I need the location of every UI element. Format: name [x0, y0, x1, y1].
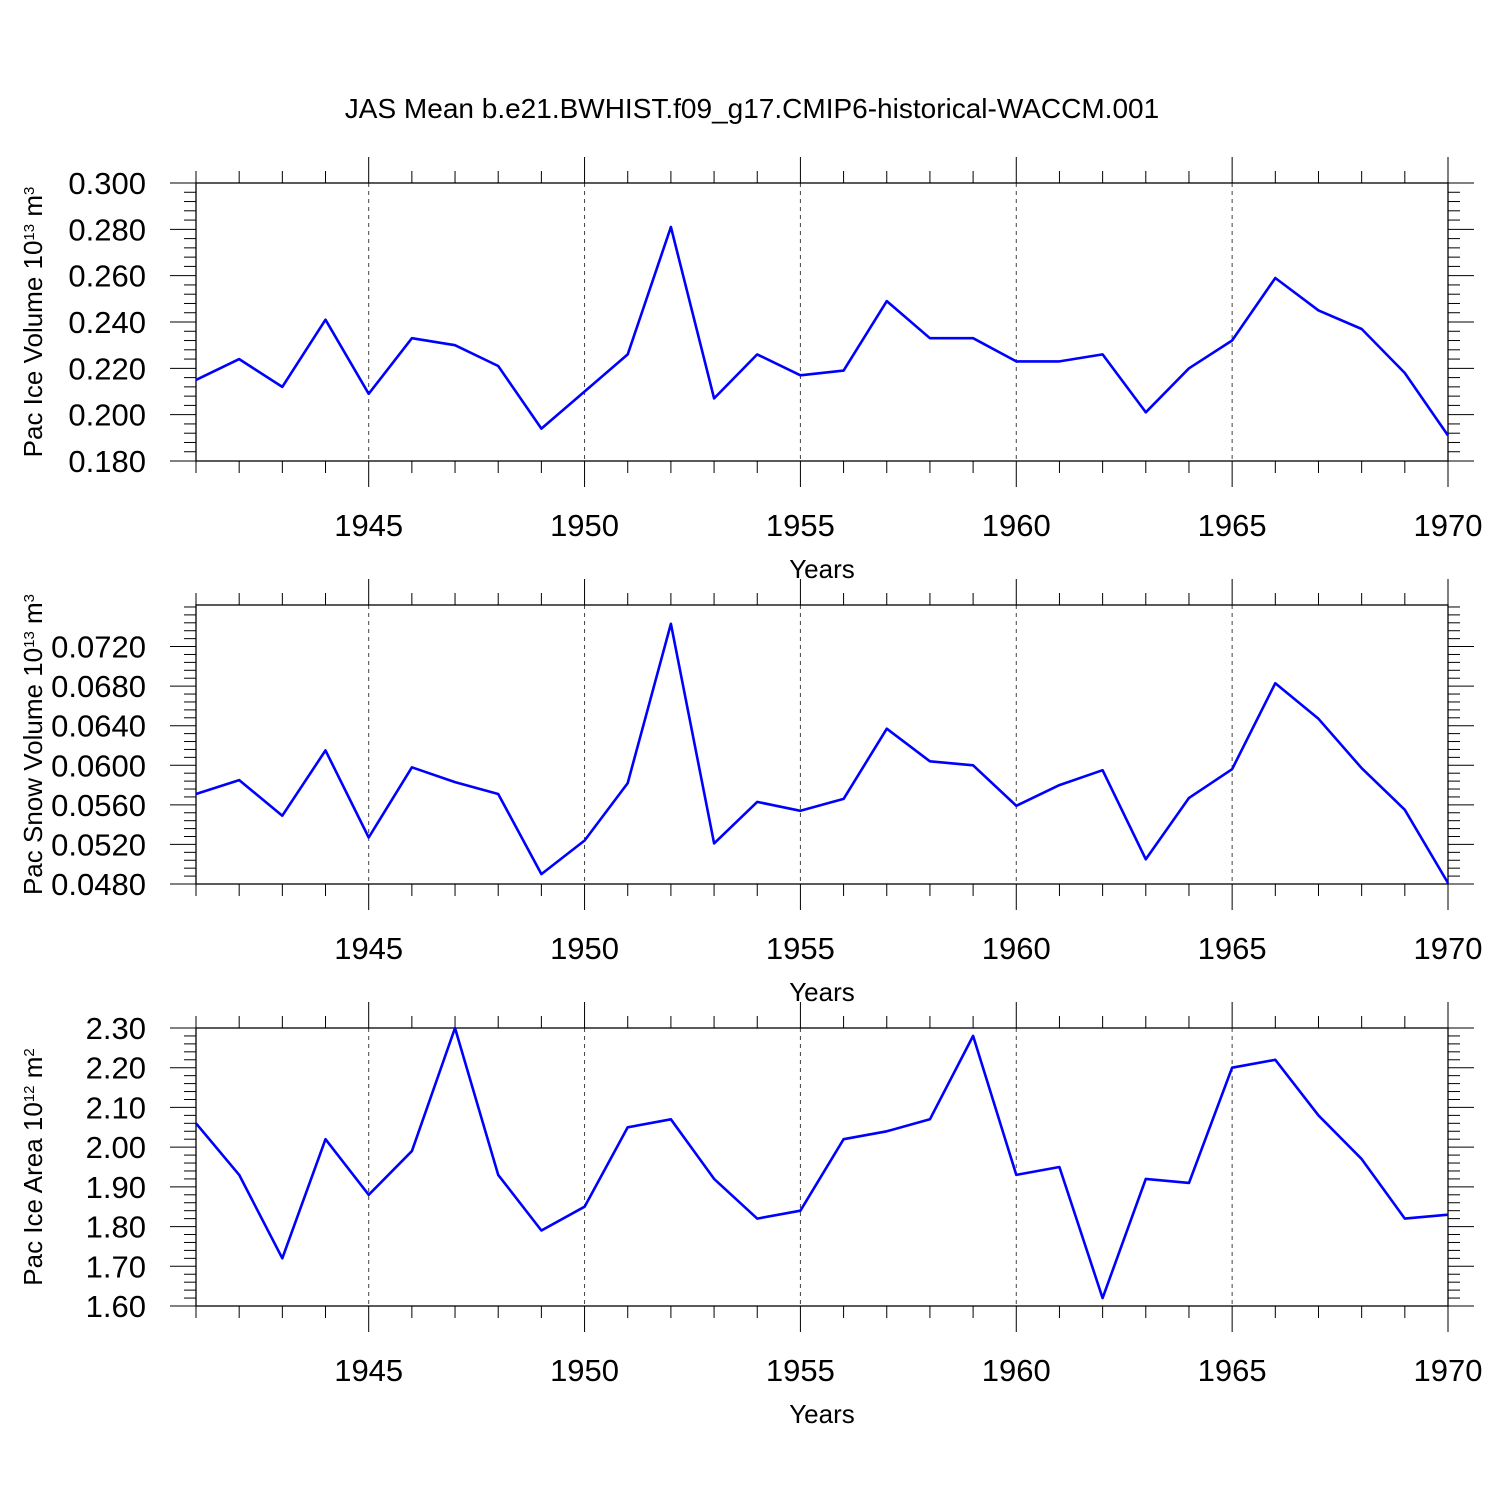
y-tick-label: 0.180 — [68, 444, 146, 479]
x-tick-label: 1955 — [766, 1353, 835, 1388]
x-axis-label: Years — [789, 1399, 855, 1429]
series-line — [195, 225, 1450, 437]
y-axis-label-superscript: 3 — [21, 594, 38, 602]
y-tick-label: 0.0520 — [51, 827, 146, 862]
y-tick-label: 1.90 — [86, 1170, 146, 1205]
x-tick-label: 1945 — [334, 1353, 403, 1388]
figure-title: JAS Mean b.e21.BWHIST.f09_g17.CMIP6-hist… — [345, 93, 1159, 124]
y-tick-label: 0.240 — [68, 305, 146, 340]
x-tick-label: 1955 — [766, 508, 835, 543]
plot-frame — [195, 1027, 1449, 1307]
y-axis-label-superscript: 13 — [21, 631, 38, 648]
y-tick-label: 0.0720 — [51, 630, 146, 665]
x-tick-label: 1945 — [334, 508, 403, 543]
y-tick-label: 0.0480 — [51, 867, 146, 902]
y-tick-label: 1.60 — [86, 1289, 146, 1324]
y-axis-label-superscript: 3 — [21, 187, 38, 195]
y-tick-label: 0.200 — [68, 398, 146, 433]
y-axis-label-superscript: 12 — [21, 1085, 38, 1102]
y-tick-label: 0.0640 — [51, 709, 146, 744]
plot-frame — [195, 604, 1449, 885]
plot-frame — [195, 182, 1449, 462]
y-axis-label-superscript: 2 — [21, 1048, 38, 1056]
y-axis-label-part: m — [18, 1057, 48, 1086]
x-tick-label: 1950 — [550, 1353, 619, 1388]
y-axis-label-part: m — [18, 195, 48, 224]
y-axis-label-superscript: 13 — [21, 224, 38, 241]
x-tick-label: 1950 — [550, 931, 619, 966]
y-tick-label: 0.280 — [68, 212, 146, 247]
y-tick-label: 0.300 — [68, 166, 146, 201]
x-tick-label: 1960 — [982, 931, 1051, 966]
y-tick-label: 0.0600 — [51, 748, 146, 783]
x-tick-label: 1955 — [766, 931, 835, 966]
y-tick-label: 2.00 — [86, 1130, 146, 1165]
x-tick-label: 1950 — [550, 508, 619, 543]
y-axis-label: Pac Ice Volume 1013 m3 — [18, 187, 48, 458]
chart-panel-3: 1.60 1.70 1.80 1.90 2.00 2.10 2.20 2.30 1945 1950… — [18, 1002, 1482, 1429]
x-tick-label: 1970 — [1414, 1353, 1483, 1388]
y-axis-label-part: Pac Ice Volume 10 — [18, 241, 48, 458]
x-tick-label: 1965 — [1198, 931, 1267, 966]
y-tick-label: 0.0560 — [51, 788, 146, 823]
x-tick-label: 1945 — [334, 931, 403, 966]
y-tick-label: 2.20 — [86, 1051, 146, 1086]
y-axis-label: Pac Ice Area 1012 m2 — [18, 1048, 48, 1285]
x-axis-label: Years — [789, 977, 855, 1007]
x-axis-label: Years — [789, 554, 855, 584]
y-axis-label-part: m — [18, 602, 48, 631]
y-tick-label: 2.10 — [86, 1090, 146, 1125]
y-tick-label: 1.70 — [86, 1249, 146, 1284]
y-axis-label: Pac Snow Volume 1013 m3 — [18, 594, 48, 895]
x-tick-label: 1970 — [1414, 931, 1483, 966]
y-tick-label: 0.0680 — [51, 669, 146, 704]
y-tick-label: 0.260 — [68, 259, 146, 294]
x-tick-label: 1965 — [1198, 1353, 1267, 1388]
x-tick-label: 1970 — [1414, 508, 1483, 543]
y-tick-label: 2.30 — [86, 1011, 146, 1046]
x-tick-label: 1960 — [982, 1353, 1051, 1388]
y-tick-label: 1.80 — [86, 1210, 146, 1245]
x-tick-label: 1960 — [982, 508, 1051, 543]
y-axis-label-part: Pac Snow Volume 10 — [18, 648, 48, 895]
series-line — [195, 622, 1450, 884]
x-tick-label: 1965 — [1198, 508, 1267, 543]
series-line — [195, 1026, 1449, 1300]
chart-panel-2: 0.0480 0.0520 0.0560 0.0600 0.0640 0.0680 0.07… — [18, 579, 1482, 1007]
y-axis-label-part: Pac Ice Area 10 — [18, 1102, 48, 1286]
chart-panel-1: 0.180 0.200 0.220 0.240 0.260 0.280 0.300 1945 1… — [18, 157, 1482, 584]
y-tick-label: 0.220 — [68, 351, 146, 386]
